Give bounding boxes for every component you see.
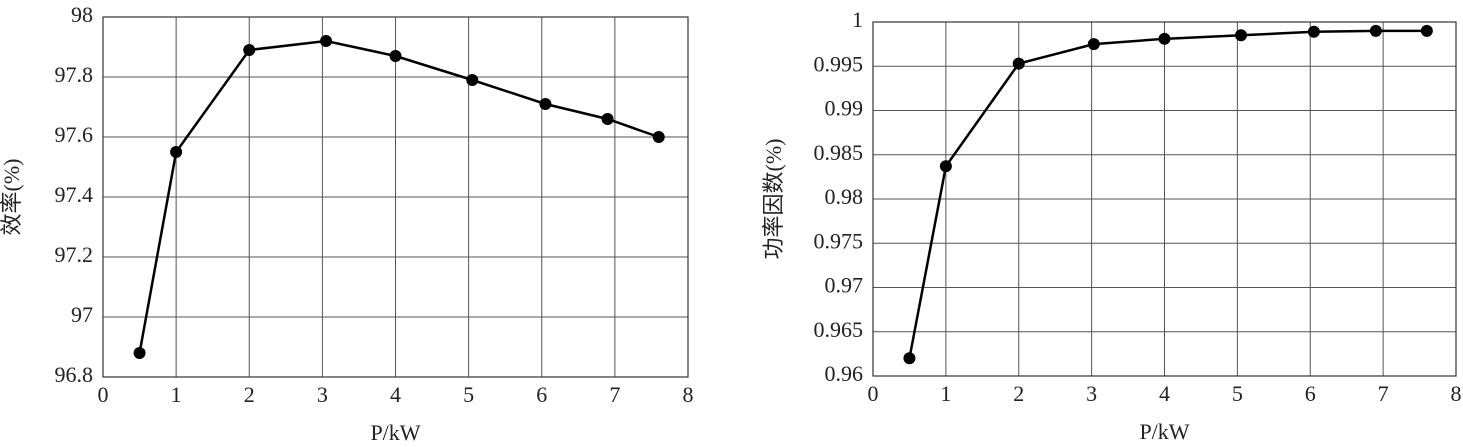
- data-point: [1158, 32, 1171, 45]
- x-axis-label: P/kW: [1139, 419, 1189, 444]
- plot-frame: [102, 16, 689, 378]
- y-axis-label: 效率(%): [0, 159, 24, 236]
- data-point: [170, 146, 183, 158]
- y-tick-label: 98: [71, 2, 93, 27]
- y-tick-label: 0.985: [814, 140, 864, 165]
- data-point: [243, 44, 256, 56]
- x-tick-label: 8: [1451, 381, 1462, 406]
- y-tick-label: 0.98: [825, 184, 864, 209]
- data-point: [1012, 57, 1025, 70]
- y-tick-label: 97.2: [55, 242, 94, 267]
- x-tick-label: 3: [1086, 381, 1097, 406]
- y-tick-label: 0.965: [814, 317, 864, 342]
- y-tick-label: 97: [71, 302, 93, 327]
- data-point: [652, 131, 665, 143]
- x-tick-label: 4: [1159, 381, 1170, 406]
- y-tick-label: 1: [852, 7, 863, 32]
- x-tick-label: 0: [98, 382, 109, 407]
- x-tick-label: 1: [940, 381, 951, 406]
- x-tick-label: 3: [317, 382, 328, 407]
- x-tick-label: 2: [1013, 381, 1024, 406]
- data-point: [1087, 38, 1100, 51]
- chart-panel: 96.8 97 97.2 97.4 97.6 97.8 98 0 1 2 3 4 5 6 7 8 P/kW 效率(…: [0, 2, 694, 445]
- x-tick-label: 6: [1305, 381, 1316, 406]
- y-tick-label: 0.995: [814, 51, 864, 76]
- data-point: [466, 74, 479, 86]
- data-point: [903, 352, 916, 365]
- x-tick-label: 6: [536, 382, 547, 407]
- chart-panel: 0.96 0.965 0.97 0.975 0.98 0.985 0.99 0.995 1 0 1 2…: [761, 7, 1461, 444]
- data-point: [133, 347, 146, 359]
- x-tick-label: 0: [868, 381, 879, 406]
- x-tick-label: 1: [171, 382, 182, 407]
- data-point: [1307, 25, 1320, 38]
- y-tick-label: 0.97: [825, 273, 864, 298]
- data-point: [601, 113, 614, 125]
- y-axis-label: 功率因数(%): [761, 139, 786, 260]
- plot-frame: [872, 21, 1457, 377]
- x-tick-label: 7: [609, 382, 620, 407]
- series-line: [908, 29, 1427, 359]
- data-point: [1235, 29, 1248, 42]
- data-point: [939, 160, 952, 173]
- data-point: [389, 50, 402, 62]
- x-tick-label: 4: [390, 382, 401, 407]
- y-tick-label: 0.99: [825, 96, 864, 121]
- y-tick-label: 96.8: [55, 362, 94, 387]
- x-axis-label: P/kW: [370, 420, 420, 445]
- x-tick-label: 2: [244, 382, 255, 407]
- x-tick-label: 5: [463, 382, 474, 407]
- data-point: [320, 35, 333, 47]
- y-tick-label: 97.6: [55, 122, 94, 147]
- y-tick-label: 0.96: [825, 361, 864, 386]
- data-point: [1369, 24, 1382, 37]
- data-point: [1420, 24, 1433, 37]
- x-tick-label: 8: [683, 382, 694, 407]
- y-tick-label: 97.8: [55, 62, 94, 87]
- y-tick-label: 97.4: [55, 182, 94, 207]
- y-tick-label: 0.975: [814, 228, 864, 253]
- data-point: [539, 98, 552, 110]
- x-tick-label: 7: [1378, 381, 1389, 406]
- x-tick-label: 5: [1232, 381, 1243, 406]
